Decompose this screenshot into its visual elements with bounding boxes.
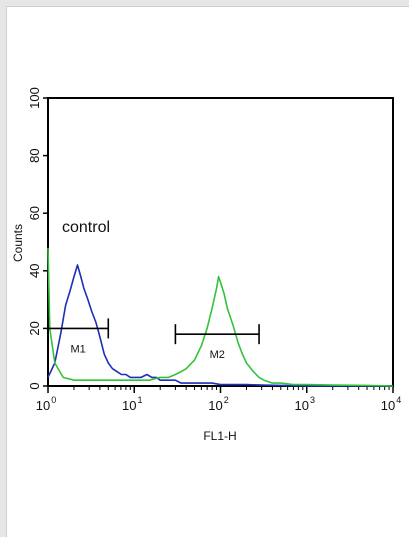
y-tick-label: 20 xyxy=(27,321,42,335)
x-tick-label: 100 xyxy=(36,395,56,413)
control-histogram-line xyxy=(47,264,393,387)
x-tick-label: 101 xyxy=(122,395,142,413)
control-annotation: control xyxy=(62,219,110,236)
y-tick-label: 60 xyxy=(27,206,42,220)
figure-frame xyxy=(6,6,409,537)
x-tick-label: 104 xyxy=(381,395,401,413)
y-tick-label: 80 xyxy=(27,148,42,162)
y-tick-label: 100 xyxy=(27,87,42,109)
y-tick-label: 40 xyxy=(27,264,42,278)
sample-histogram-line xyxy=(47,247,394,387)
plot-border xyxy=(47,97,394,387)
x-axis-title: FL1-H xyxy=(203,429,236,443)
x-tick-label: 102 xyxy=(208,395,228,413)
gate-m2-label: M2 xyxy=(210,349,225,361)
y-axis-title: Counts xyxy=(11,224,25,262)
y-tick-label: 0 xyxy=(27,382,42,389)
gate-m1-label: M1 xyxy=(71,343,86,355)
x-tick-label: 103 xyxy=(295,395,315,413)
